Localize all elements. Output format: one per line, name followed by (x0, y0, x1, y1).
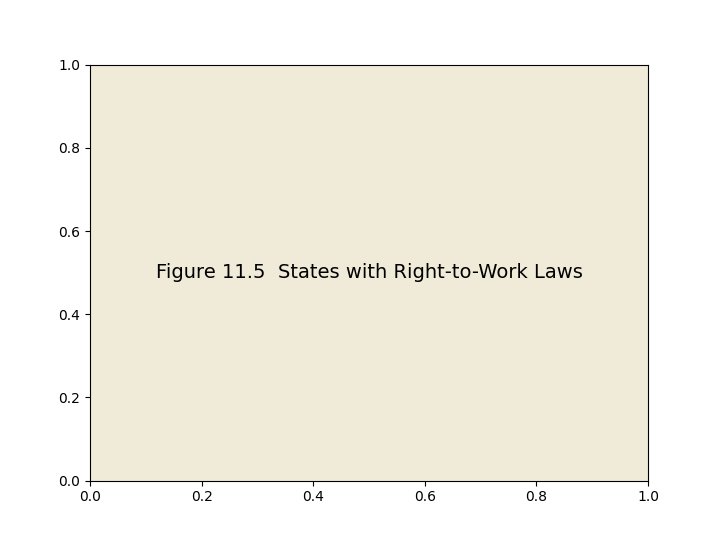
Text: Figure 11.5  States with Right-to-Work Laws: Figure 11.5 States with Right-to-Work La… (156, 263, 582, 282)
